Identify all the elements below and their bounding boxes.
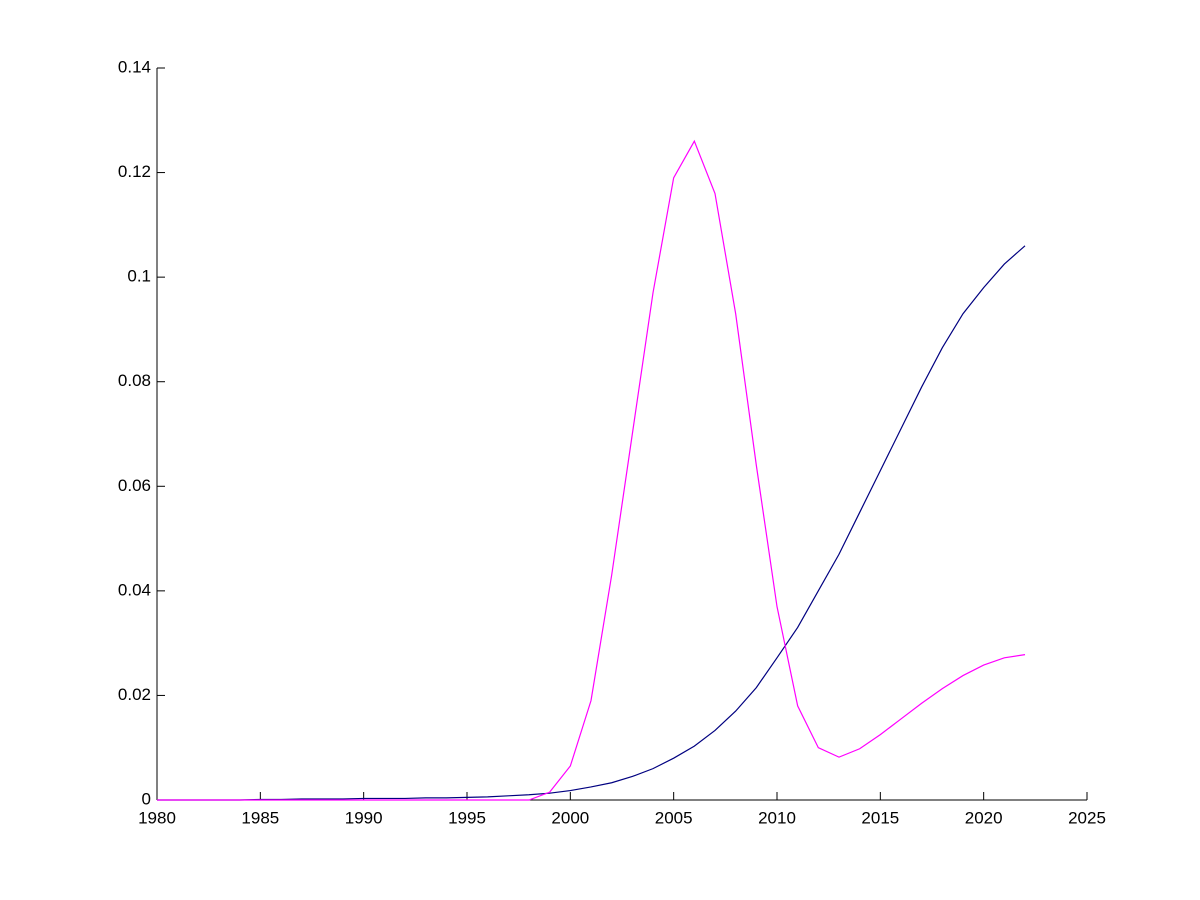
- x-tick-label: 2005: [655, 808, 693, 827]
- y-tick-label: 0.04: [118, 580, 151, 599]
- y-tick-label: 0.06: [118, 476, 151, 495]
- x-tick-label: 2025: [1068, 808, 1106, 827]
- x-tick-label: 1990: [345, 808, 383, 827]
- y-tick-label: 0: [142, 789, 151, 808]
- x-tick-label: 1985: [241, 808, 279, 827]
- y-tick-label: 0.02: [118, 685, 151, 704]
- series-line: [157, 139, 1026, 801]
- x-tick-label: 2020: [965, 808, 1003, 827]
- y-tick-label: 0.14: [118, 57, 151, 76]
- x-tick-label: 1995: [448, 808, 486, 827]
- y-tick-label: 0.08: [118, 371, 151, 390]
- y-tick-label: 0.1: [127, 267, 151, 286]
- x-tick-label: 2015: [861, 808, 899, 827]
- x-tick-label: 2010: [758, 808, 796, 827]
- series-line: [157, 245, 1026, 801]
- x-tick-label: 1980: [138, 808, 176, 827]
- y-tick-label: 0.12: [118, 162, 151, 181]
- x-tick-label: 2000: [551, 808, 589, 827]
